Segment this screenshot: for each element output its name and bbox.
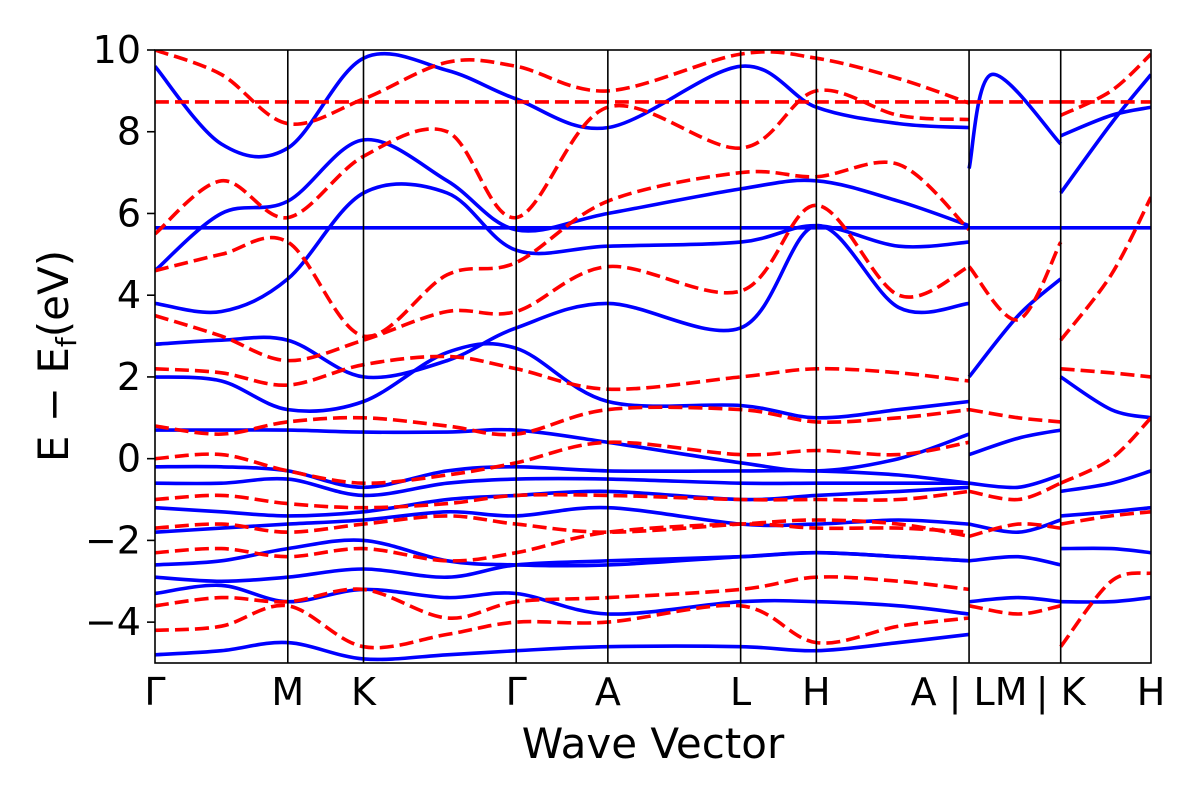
y-axis-title-subscript: f	[50, 336, 83, 347]
blue-solid-band-26	[1060, 469, 1151, 494]
x-tick-label-3: Γ	[506, 670, 527, 714]
x-tick-label-4: A	[595, 670, 621, 714]
y-axis-title: E − Ef(eV)	[29, 250, 83, 462]
blue-solid-band-10	[155, 223, 970, 380]
plot-area-background	[155, 50, 1151, 663]
red-dashed-band-13	[968, 604, 1062, 616]
blue-solid-band-3	[155, 538, 970, 568]
red-dashed-band-23	[1059, 196, 1151, 342]
blue-solid-band-30	[1060, 105, 1151, 138]
blue-solid-band-8	[155, 427, 970, 473]
x-tick-label-5: L	[730, 670, 751, 714]
red-dashed-band-6	[155, 405, 970, 437]
blue-solid-band-6	[155, 476, 970, 498]
red-dashed-band-17	[967, 241, 1063, 322]
y-tick-label-4: 4	[117, 273, 141, 317]
red-dashed-band-7	[155, 354, 970, 392]
blue-solid-band-4	[155, 505, 970, 534]
red-dashed-band-14	[968, 522, 1061, 539]
y-tick-label-2: 0	[117, 437, 141, 481]
blue-solid-band-24	[1060, 546, 1151, 555]
y-tick-label-3: 2	[117, 355, 141, 399]
red-dashed-band-9	[155, 160, 971, 338]
y-axis-title-main: E − E	[29, 347, 78, 462]
x-axis-ticks: Γ M K Γ A L H A | LM | K H	[144, 670, 1165, 715]
blue-solid-band-20	[967, 277, 1062, 379]
blue-solid-band-19	[968, 428, 1062, 457]
blue-solid-band-16	[968, 554, 1062, 567]
y-axis-ticks: −4 −2 0 2 4 6 8 10	[85, 28, 155, 644]
blue-solid-band-22	[967, 72, 1063, 169]
red-dashed-band-10	[155, 88, 970, 236]
blue-solid-band-17	[968, 518, 1062, 535]
red-dashed-band-3	[155, 514, 970, 539]
x-tick-label-6: H	[802, 670, 831, 714]
blue-solid-band-18	[968, 473, 1062, 490]
y-tick-label-7: 10	[93, 28, 141, 72]
blue-solid-band-0	[155, 632, 970, 662]
y-tick-label-6: 8	[117, 110, 141, 154]
blue-solid-band-25	[1060, 505, 1151, 518]
red-dashed-band-15	[968, 481, 1062, 502]
y-axis-title-unit: (eV)	[29, 250, 78, 337]
x-tick-label-9: H	[1137, 670, 1166, 714]
plot-frame	[154, 49, 1152, 664]
x-tick-label-8: | K	[1036, 670, 1087, 715]
y-tick-label-0: −4	[85, 600, 141, 644]
blue-solid-band-15	[968, 595, 1061, 604]
red-dashed-band-1	[155, 575, 970, 620]
x-tick-label-7: A | LM	[911, 670, 1028, 715]
red-dashed-band-2	[155, 522, 970, 563]
x-axis-title: Wave Vector	[522, 719, 785, 768]
blue-solid-band-23	[1060, 595, 1151, 604]
red-dashed-band-0	[155, 603, 970, 650]
y-tick-label-5: 6	[117, 191, 141, 235]
x-tick-label-0: Γ	[144, 670, 165, 714]
blue-solid-band-29	[1059, 73, 1151, 195]
red-dashed-band-19	[1059, 571, 1151, 648]
red-dashed-band-8	[155, 203, 970, 363]
y-tick-label-1: −2	[85, 518, 141, 562]
x-tick-label-1: M	[271, 670, 304, 714]
red-dashed-band-21	[1059, 416, 1151, 485]
red-dashed-band-12	[155, 50, 970, 126]
x-tick-label-2: K	[351, 670, 377, 714]
red-dashed-band-4	[155, 489, 970, 510]
red-dashed-band-5	[155, 440, 970, 486]
blue-solid-band-9	[155, 341, 970, 420]
kpoint-divider-lines	[286, 50, 1062, 663]
red-dashed-band-20	[1060, 510, 1151, 526]
red-dashed-band-25	[1059, 52, 1151, 118]
red-dashed-band-22	[1060, 367, 1151, 379]
blue-solid-band-27	[1059, 375, 1151, 420]
red-dashed-band-16	[968, 407, 1061, 424]
